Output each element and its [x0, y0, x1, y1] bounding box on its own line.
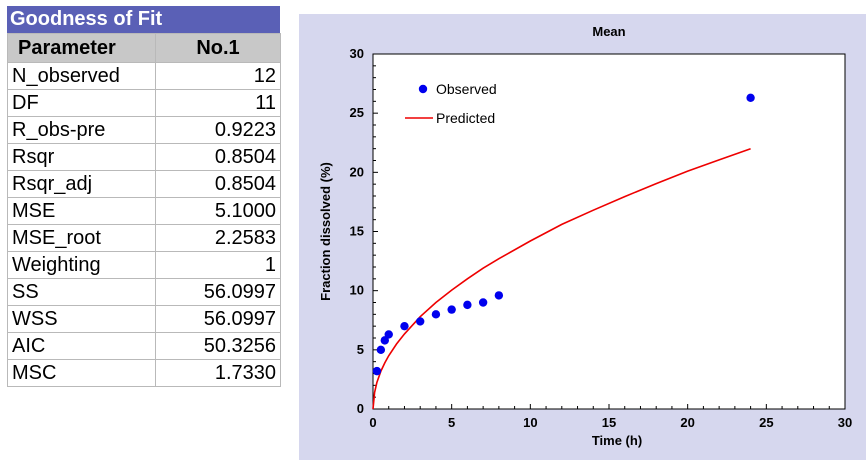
y-tick-label: 5	[357, 342, 364, 357]
table-row: MSC 1.7330	[7, 359, 281, 387]
parameter-name: N_observed	[7, 62, 156, 90]
parameter-value: 1	[155, 251, 281, 279]
parameter-name: MSC	[7, 359, 156, 387]
x-tick-label: 30	[838, 415, 852, 430]
goodness-of-fit-table: Goodness of Fit Parameter No.1 N_observe…	[7, 6, 281, 387]
parameter-name: AIC	[7, 332, 156, 360]
fit-grid: Parameter No.1 N_observed 12 DF 11 R_obs-p…	[7, 33, 281, 387]
parameter-value: 2.2583	[155, 224, 281, 252]
parameter-name: SS	[7, 278, 156, 306]
parameter-value: 5.1000	[155, 197, 281, 225]
legend-observed-marker	[418, 84, 428, 94]
header-row: Parameter No.1	[7, 33, 281, 63]
parameter-name: Rsqr	[7, 143, 156, 171]
table-row: R_obs-pre 0.9223	[7, 116, 281, 144]
table-row: MSE_root 2.2583	[7, 224, 281, 252]
observed-point	[494, 291, 504, 300]
parameter-name: WSS	[7, 305, 156, 333]
parameter-value: 0.8504	[155, 143, 281, 171]
observed-point	[416, 317, 425, 326]
observed-point	[478, 298, 488, 307]
x-tick-label: 0	[369, 415, 376, 430]
table-row: WSS 56.0997	[7, 305, 281, 333]
y-tick-label: 20	[350, 164, 364, 179]
table-row: Rsqr_adj 0.8504	[7, 170, 281, 198]
table-row: Weighting 1	[7, 251, 281, 279]
parameter-value: 12	[155, 62, 281, 90]
x-tick-label: 15	[602, 415, 616, 430]
x-tick-label: 10	[523, 415, 537, 430]
table-row: SS 56.0997	[7, 278, 281, 306]
y-tick-label: 30	[350, 46, 364, 61]
x-tick-label: 5	[448, 415, 455, 430]
plot-area	[372, 53, 846, 410]
parameter-name: MSE_root	[7, 224, 156, 252]
parameter-value: 11	[155, 89, 281, 117]
observed-point	[384, 330, 393, 339]
parameter-value: 0.8504	[155, 170, 281, 198]
parameter-name: Rsqr_adj	[7, 170, 156, 198]
parameter-name: MSE	[7, 197, 156, 225]
parameter-value: 0.9223	[155, 116, 281, 144]
chart-panel: Mean 0 5 10 15 20 25 30 0 5 10 15 20 25 30 Time (h) Frac…	[299, 14, 866, 460]
table-title: Goodness of Fit	[7, 6, 280, 33]
parameter-name: R_obs-pre	[7, 116, 156, 144]
column-header-parameter: Parameter	[7, 33, 156, 63]
legend-predicted-label: Predicted	[436, 110, 495, 126]
parameter-value: 56.0997	[155, 278, 281, 306]
table-row: DF 11	[7, 89, 281, 117]
parameter-value: 56.0997	[155, 305, 281, 333]
column-header-no1: No.1	[155, 33, 281, 63]
parameter-name: Weighting	[7, 251, 156, 279]
x-tick-label: 25	[759, 415, 773, 430]
parameter-value: 50.3256	[155, 332, 281, 360]
observed-point	[400, 321, 409, 331]
legend-observed-label: Observed	[436, 81, 497, 97]
table-row: MSE 5.1000	[7, 197, 281, 225]
observed-point	[376, 345, 386, 355]
y-tick-label: 0	[357, 401, 364, 416]
chart-title: Mean	[592, 24, 625, 39]
table-row: Rsqr 0.8504	[7, 143, 281, 171]
table-row: AIC 50.3256	[7, 332, 281, 360]
x-tick-label: 20	[680, 415, 694, 430]
observed-point	[746, 93, 755, 102]
table-row: N_observed 12	[7, 62, 281, 90]
y-tick-label: 10	[350, 283, 364, 298]
observed-point	[463, 300, 472, 310]
parameter-name: DF	[7, 89, 156, 117]
y-tick-label: 25	[350, 105, 364, 120]
observed-point	[431, 310, 441, 319]
observed-point	[380, 336, 389, 345]
y-axis-label: Fraction dissolved (%)	[318, 162, 333, 301]
observed-point	[447, 305, 456, 314]
observed-point	[372, 366, 382, 376]
predicted-line	[372, 147, 751, 410]
x-axis-label: Time (h)	[592, 433, 642, 448]
parameter-value: 1.7330	[155, 359, 281, 387]
mean-chart: Mean 0 5 10 15 20 25 30 0 5 10 15 20 25 30 Time (h) Frac…	[318, 24, 852, 448]
y-tick-label: 15	[350, 224, 364, 239]
